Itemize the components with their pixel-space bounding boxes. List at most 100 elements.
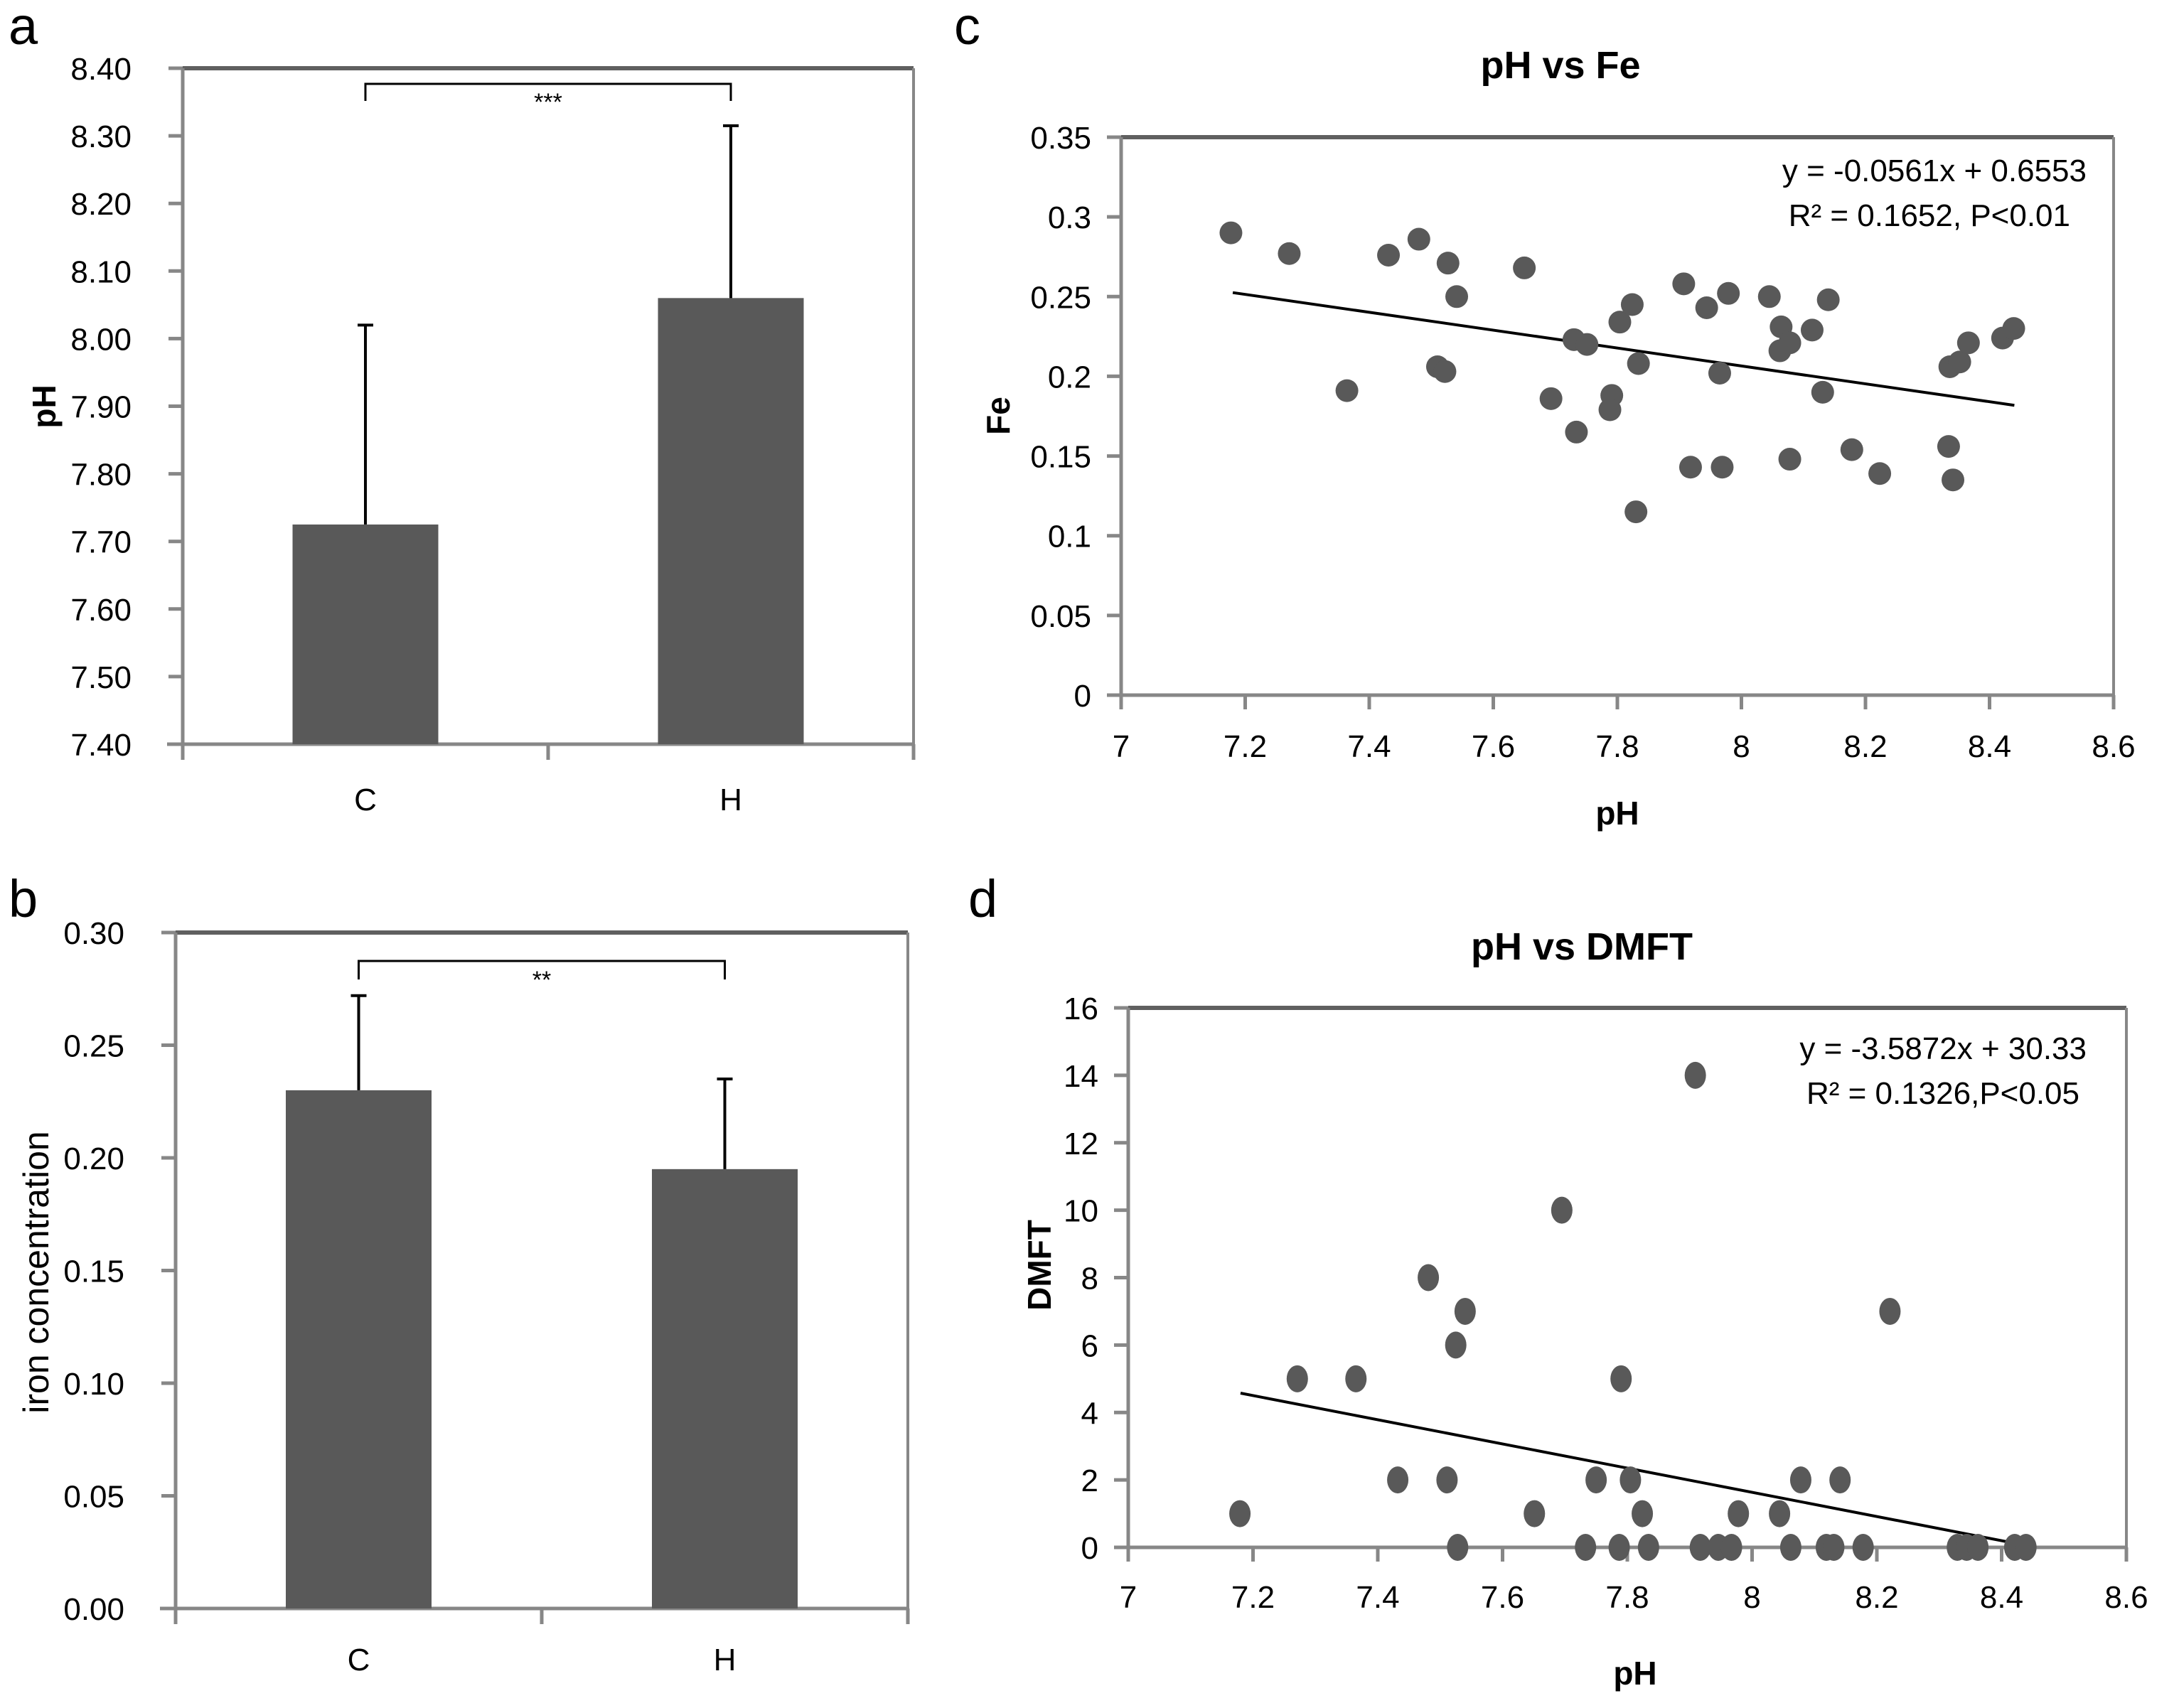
data-point bbox=[1823, 1534, 1845, 1561]
data-point bbox=[1345, 1365, 1367, 1392]
x-tick-label: 8.4 bbox=[1968, 729, 2011, 764]
panel-c-title: pH vs Fe bbox=[1480, 44, 1640, 87]
significance-bracket bbox=[364, 82, 732, 101]
y-tick-label: 0.05 bbox=[63, 1480, 124, 1515]
data-point bbox=[1407, 227, 1430, 251]
y-tick-label: 8.00 bbox=[70, 322, 132, 357]
data-point bbox=[1672, 272, 1696, 296]
data-point bbox=[1829, 1466, 1851, 1494]
data-point bbox=[1565, 420, 1588, 444]
data-point bbox=[2015, 1534, 2037, 1561]
panel-letter-a: a bbox=[9, 0, 38, 55]
panel-a-y-axis-title: pH bbox=[26, 385, 63, 428]
panel-letter-d: d bbox=[968, 869, 997, 928]
data-point bbox=[1585, 1466, 1607, 1494]
data-point bbox=[1684, 1061, 1706, 1089]
panel-b-bar-chart: iron concentration 0.00 0.05 0.10 0.15 0.20 0… bbox=[16, 916, 910, 1677]
data-point bbox=[1717, 281, 1740, 305]
data-point bbox=[1436, 1466, 1458, 1494]
y-tick-label: 0.15 bbox=[1030, 440, 1091, 475]
y-tick-label: 14 bbox=[1064, 1059, 1098, 1094]
y-tick-label: 7.40 bbox=[70, 728, 132, 763]
data-point bbox=[1278, 242, 1301, 265]
data-point bbox=[1757, 285, 1781, 308]
y-tick-label: 8.30 bbox=[70, 119, 132, 154]
data-point bbox=[1948, 350, 1971, 374]
data-point bbox=[1219, 221, 1243, 245]
data-point bbox=[1551, 1196, 1573, 1224]
x-tick-label: 7.6 bbox=[1472, 729, 1515, 764]
data-point bbox=[1710, 456, 1734, 479]
y-tick-label: 2 bbox=[1081, 1463, 1098, 1498]
data-point bbox=[1800, 318, 1824, 342]
data-point bbox=[1779, 1534, 1801, 1561]
data-point bbox=[1937, 435, 1960, 458]
x-tick-label: 7.2 bbox=[1224, 729, 1267, 764]
data-point bbox=[1879, 1297, 1901, 1325]
data-point bbox=[1447, 1534, 1469, 1561]
y-tick-label: 0.15 bbox=[63, 1255, 124, 1289]
significance-label: ** bbox=[532, 967, 551, 994]
data-point bbox=[1418, 1264, 1440, 1291]
data-point bbox=[1840, 438, 1863, 461]
y-tick-label: 7.60 bbox=[70, 593, 132, 628]
x-tick-label: 7.8 bbox=[1605, 1580, 1649, 1615]
data-point bbox=[1335, 379, 1359, 402]
bar-c bbox=[292, 524, 439, 744]
data-point bbox=[1445, 285, 1469, 308]
x-tick-label: 7.2 bbox=[1231, 1580, 1275, 1615]
panel-letter-b: b bbox=[9, 869, 38, 928]
data-point bbox=[1377, 243, 1401, 267]
data-point bbox=[1811, 380, 1834, 404]
data-point bbox=[1627, 352, 1650, 375]
panel-d-r-squared: R² = 0.1326,P<0.05 bbox=[1806, 1076, 2079, 1111]
x-category-label: C bbox=[348, 1643, 370, 1677]
data-point bbox=[1852, 1534, 1874, 1561]
panel-c-r-squared: R² = 0.1652, P<0.01 bbox=[1789, 198, 2070, 233]
x-tick-label: 8.2 bbox=[1843, 729, 1887, 764]
y-tick-label: 0.2 bbox=[1048, 360, 1091, 394]
panel-d-scatter-chart: pH vs DMFT pH DMFT 0 2 4 6 8 10 12 14 16 7 7.2 7.4 7… bbox=[1021, 925, 2148, 1692]
data-point bbox=[1637, 1534, 1659, 1561]
panel-d-y-axis-title: DMFT bbox=[1021, 1220, 1058, 1311]
y-tick-label: 0.3 bbox=[1048, 200, 1091, 235]
y-tick-label: 0.20 bbox=[63, 1142, 124, 1176]
data-point bbox=[1942, 468, 1965, 492]
data-point bbox=[1728, 1500, 1750, 1527]
data-point bbox=[1608, 1534, 1630, 1561]
data-point bbox=[1689, 1534, 1711, 1561]
y-tick-label: 0.35 bbox=[1030, 121, 1091, 156]
data-point bbox=[1513, 256, 1536, 279]
y-tick-label: 0.00 bbox=[63, 1592, 124, 1627]
y-tick-label: 7.80 bbox=[70, 458, 132, 493]
x-category-label: H bbox=[714, 1643, 737, 1677]
x-tick-label: 8 bbox=[1733, 729, 1750, 764]
data-point bbox=[1778, 331, 1801, 355]
x-tick-label: 7.8 bbox=[1595, 729, 1639, 764]
data-point bbox=[1436, 252, 1460, 275]
y-tick-label: 0.25 bbox=[63, 1029, 124, 1064]
data-point bbox=[1433, 360, 1457, 383]
x-tick-label: 7.4 bbox=[1347, 729, 1391, 764]
data-point bbox=[1695, 296, 1718, 319]
data-point bbox=[1679, 456, 1702, 479]
y-tick-label: 16 bbox=[1064, 992, 1098, 1026]
x-tick-label: 8.2 bbox=[1855, 1580, 1898, 1615]
data-point bbox=[1632, 1500, 1654, 1527]
panel-c-scatter-chart: pH vs Fe pH Fe 0 0.05 0.1 0.15 0.2 0.25 0.3 0.3… bbox=[980, 44, 2136, 832]
y-tick-label: 4 bbox=[1081, 1396, 1098, 1431]
x-tick-label: 7.6 bbox=[1481, 1580, 1524, 1615]
data-point bbox=[1608, 311, 1632, 334]
x-category-label: H bbox=[719, 783, 742, 817]
significance-bracket bbox=[358, 960, 726, 979]
data-point bbox=[1967, 1534, 1989, 1561]
y-tick-label: 8 bbox=[1081, 1262, 1098, 1296]
y-tick-label: 7.90 bbox=[70, 390, 132, 425]
data-point bbox=[1720, 1534, 1742, 1561]
data-point bbox=[1610, 1365, 1632, 1392]
y-tick-label: 0.1 bbox=[1048, 520, 1091, 554]
data-point bbox=[1454, 1297, 1476, 1325]
data-point bbox=[1769, 1500, 1791, 1527]
significance-label: *** bbox=[534, 89, 562, 116]
